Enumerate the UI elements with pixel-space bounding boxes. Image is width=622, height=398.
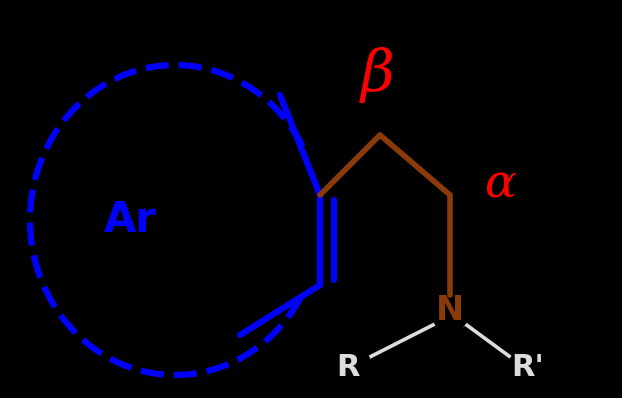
Text: α: α (484, 162, 516, 208)
Text: N: N (436, 293, 464, 326)
Text: R': R' (512, 353, 544, 382)
Text: Ar: Ar (104, 199, 156, 241)
Text: β: β (361, 47, 395, 103)
Text: R: R (337, 353, 360, 382)
